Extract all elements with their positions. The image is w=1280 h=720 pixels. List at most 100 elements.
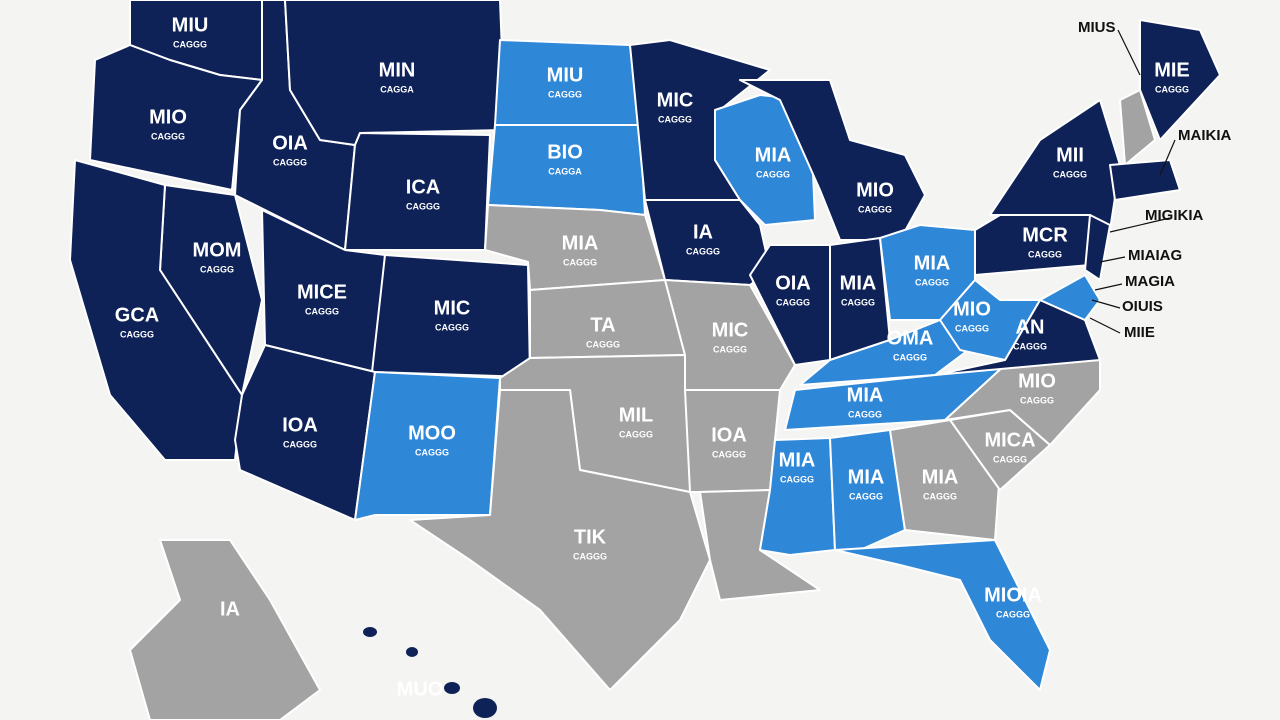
state	[834, 539, 1051, 691]
states	[69, 0, 1221, 720]
state-label: MIA	[848, 466, 885, 488]
state-sublabel: CAGGG	[151, 131, 185, 141]
state-sublabel: CAGGG	[993, 454, 1027, 464]
state-label: TIK	[574, 526, 607, 548]
state-sublabel: CAGGG	[173, 39, 207, 49]
state-label: BIO	[547, 141, 583, 163]
state	[1139, 19, 1221, 141]
state-sublabel: CAGGG	[658, 114, 692, 124]
state	[344, 132, 491, 251]
state-label: MOO	[408, 422, 456, 444]
state-sublabel: CAGGG	[283, 439, 317, 449]
state-sublabel: CAGGG	[1155, 84, 1189, 94]
state-label: MIO	[953, 298, 991, 320]
leader-line	[1109, 217, 1171, 233]
state-label: MIA	[840, 272, 877, 294]
state-sublabel: CAGGG	[858, 204, 892, 214]
state-sublabel: CAGGG	[120, 329, 154, 339]
state-label: MIC	[712, 319, 749, 341]
state-label: MIA	[847, 384, 884, 406]
state-sublabel: CAGGG	[849, 491, 883, 501]
state-sublabel: CAGGG	[1053, 169, 1087, 179]
state-sublabel: CAGGG	[563, 257, 597, 267]
leader-line	[1117, 29, 1141, 76]
hawaii-island	[363, 627, 377, 637]
state-sublabel: CAGGG	[548, 89, 582, 99]
state-sublabel: CAGGG	[305, 306, 339, 316]
state-label: MIA	[922, 466, 959, 488]
state-sublabel: CAGGG	[619, 429, 653, 439]
state-label: MICE	[297, 281, 347, 303]
state-sublabel: CAGGG	[780, 474, 814, 484]
leader-line	[1094, 283, 1123, 291]
state-sublabel: CAGGG	[686, 246, 720, 256]
state-sublabel: CAGGG	[200, 264, 234, 274]
state-sublabel: CAGGA	[548, 166, 582, 176]
state	[1084, 214, 1111, 281]
leader-line	[1089, 317, 1121, 334]
leader-line	[1159, 139, 1176, 176]
leaders	[1089, 29, 1176, 334]
state-label: MIA	[562, 232, 599, 254]
state-sublabel: CAGGG	[923, 491, 957, 501]
state-sublabel: CAGGG	[848, 409, 882, 419]
state	[69, 159, 243, 461]
state-label: OIA	[272, 132, 308, 154]
state-label: MIL	[619, 404, 653, 426]
state-label: MIA	[779, 449, 816, 471]
state-sublabel: CAGGG	[406, 201, 440, 211]
state-sublabel: CAGGG	[1028, 249, 1062, 259]
state-sublabel: CAGGG	[435, 322, 469, 332]
state	[409, 389, 711, 691]
callout-label: OIUIS	[1122, 298, 1163, 315]
state-label: IOA	[282, 414, 318, 436]
state	[1119, 89, 1156, 166]
callout-label: MAIKIA	[1178, 127, 1231, 144]
state-label: OIA	[775, 272, 811, 294]
state-sublabel: CAGGG	[955, 323, 989, 333]
state-sublabel: CAGGG	[713, 344, 747, 354]
state-label: MIC	[657, 89, 694, 111]
state-sublabel: CAGGG	[996, 609, 1030, 619]
state-label: MICA	[984, 429, 1035, 451]
state-sublabel: CAGGG	[776, 297, 810, 307]
leader-line	[1091, 299, 1121, 309]
state-sublabel: CAGGG	[756, 169, 790, 179]
state-label: MII	[1056, 144, 1084, 166]
state-sublabel: CAGGG	[415, 447, 449, 457]
state-label: MIE	[1154, 59, 1190, 81]
alaska	[129, 539, 321, 720]
state-label: MIU	[547, 64, 584, 86]
state	[714, 94, 816, 226]
state-sublabel: CAGGA	[380, 84, 414, 94]
state-label: MIO	[856, 179, 894, 201]
state-label: IOA	[711, 424, 747, 446]
state-sublabel: CAGGG	[573, 551, 607, 561]
state-label: MIO	[149, 106, 187, 128]
state-label: ICA	[406, 176, 440, 198]
state-label: TA	[590, 314, 615, 336]
leader-line	[1099, 256, 1126, 263]
state-label: IA	[693, 221, 713, 243]
callout-label: MIGIKIA	[1145, 207, 1203, 224]
labels: MIU CAGGG MIN CAGGA MIU CAGGG MIC CAGGG MIO CAGGG…	[115, 14, 1232, 700]
callout-label: MIAIAG	[1128, 247, 1182, 264]
state-label: MIA	[914, 252, 951, 274]
state-label: MIU	[172, 14, 209, 36]
state-label: MIC	[434, 297, 471, 319]
state-label: MIA	[755, 144, 792, 166]
alaska-label: IA	[220, 598, 240, 620]
state-label: MOM	[193, 239, 242, 261]
state-sublabel: CAGGG	[915, 277, 949, 287]
state-sublabel: CAGGG	[841, 297, 875, 307]
state-sublabel: CAGGG	[1013, 341, 1047, 351]
state-sublabel: CAGGG	[893, 352, 927, 362]
state-sublabel: CAGGG	[712, 449, 746, 459]
callout-label: MAGIA	[1125, 273, 1175, 290]
state-sublabel: CAGGG	[1020, 395, 1054, 405]
callout-label: MIUS	[1078, 19, 1116, 36]
state	[354, 371, 501, 521]
state-label: MIOIA	[984, 584, 1042, 606]
hawaii-island	[406, 647, 418, 657]
